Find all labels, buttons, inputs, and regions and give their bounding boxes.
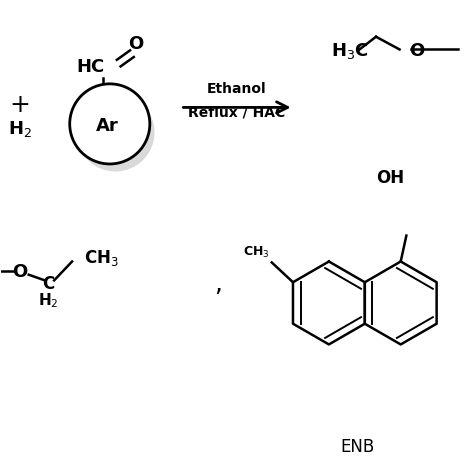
Text: Reflux / HAC: Reflux / HAC [188,105,286,119]
Text: C: C [42,275,55,293]
Circle shape [70,84,150,164]
Text: ,: , [214,272,222,296]
Text: H$_2$: H$_2$ [8,118,32,138]
Text: Ethanol: Ethanol [207,82,267,96]
Text: ENB: ENB [340,438,374,456]
Text: O: O [13,264,28,282]
Text: H$_3$C: H$_3$C [331,41,369,61]
Text: O: O [128,35,143,53]
Text: HC: HC [77,58,105,76]
Circle shape [76,93,155,172]
Text: CH$_3$: CH$_3$ [243,245,269,260]
Text: CH$_3$: CH$_3$ [84,248,118,268]
Text: OH: OH [376,169,404,187]
Text: +: + [10,93,31,117]
Text: O: O [409,42,424,60]
Text: Ar: Ar [96,117,119,135]
Text: H$_2$: H$_2$ [38,291,59,310]
